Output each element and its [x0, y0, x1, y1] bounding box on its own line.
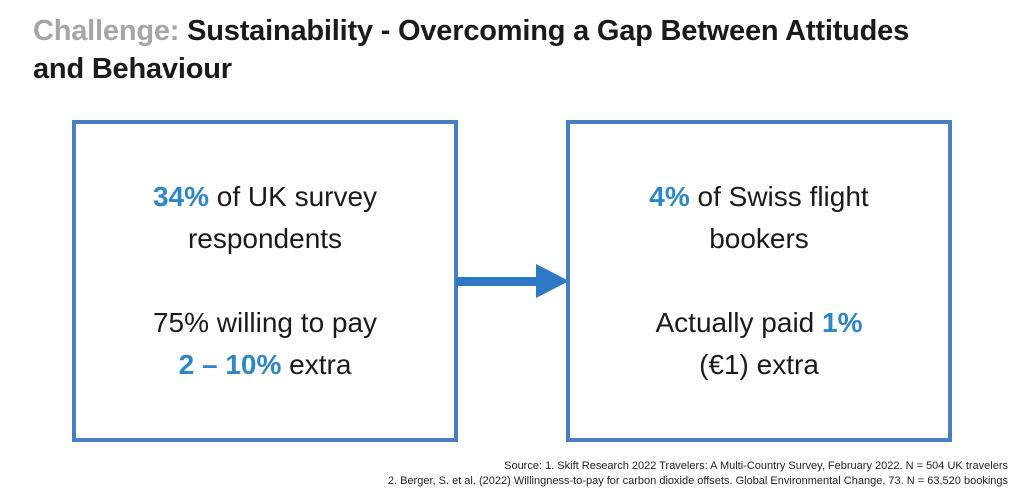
- left-box-line-1-text: of UK survey: [208, 181, 378, 212]
- left-box-stat-34pct: 34%: [152, 181, 209, 212]
- slide-title-main: Sustainability - Overcoming a Gap Betwee…: [33, 15, 910, 85]
- source-citation-line-2: 2. Berger, S. et al. (2022) Willingness-…: [387, 475, 1008, 487]
- left-stat-box: 34% of UK survey respondents 75% willing…: [72, 120, 458, 442]
- right-stat-box: 4% of Swiss flight bookers Actually paid…: [566, 120, 952, 442]
- right-box-line-3: Actually paid 1%: [655, 302, 862, 344]
- slide-title: Challenge: Sustainability - Overcoming a…: [33, 12, 963, 88]
- right-box-line-1-text: of Swiss flight: [689, 181, 869, 212]
- left-box-stat-2-10pct: 2 – 10%: [178, 349, 282, 380]
- source-citation: Source: 1. Skift Research 2022 Travelers…: [388, 459, 1008, 489]
- left-box-line-2: respondents: [187, 223, 343, 254]
- left-box-line-1: 34% of UK survey: [153, 176, 377, 218]
- flow-arrow-head: [536, 264, 569, 298]
- left-box-line-4-text: extra: [281, 349, 352, 380]
- flow-arrow-shaft: [456, 277, 538, 286]
- right-box-line-4: (€1) extra: [699, 349, 819, 380]
- source-citation-line-1: Source: 1. Skift Research 2022 Travelers…: [504, 460, 1008, 472]
- right-box-line-3-text: Actually paid: [655, 307, 823, 338]
- right-box-stat-1pct: 1%: [822, 307, 863, 338]
- right-box-line-1: 4% of Swiss flight: [649, 176, 868, 218]
- right-box-stat-4pct: 4%: [649, 181, 690, 212]
- left-box-line-4: 2 – 10% extra: [179, 344, 352, 386]
- left-box-line-3: 75% willing to pay: [152, 307, 378, 338]
- slide-title-prefix: Challenge:: [33, 15, 188, 47]
- right-box-line-2: bookers: [709, 223, 809, 254]
